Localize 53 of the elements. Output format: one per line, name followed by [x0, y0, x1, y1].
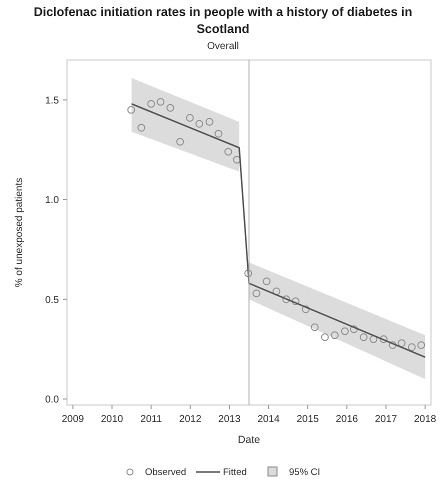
- point: [380, 335, 388, 344]
- point: [408, 343, 416, 352]
- x-axis-title: Date: [238, 434, 260, 446]
- legend-label: Fitted: [223, 467, 247, 478]
- y-tick-label: 1.0: [45, 195, 60, 206]
- point: [272, 287, 280, 296]
- x-tick-label: 2009: [62, 414, 84, 425]
- point: [244, 270, 252, 278]
- chart-subtitle: Overall: [207, 41, 239, 52]
- point: [360, 333, 368, 342]
- point: [232, 156, 241, 164]
- x-tick-label: 2012: [179, 414, 202, 425]
- point: [388, 341, 397, 350]
- point: [186, 114, 194, 122]
- point: [166, 104, 174, 112]
- point: [302, 305, 310, 314]
- x-tick-label: 2017: [374, 414, 398, 425]
- x-tick-label: 2011: [140, 414, 162, 425]
- point: [176, 138, 184, 146]
- y-tick-label: 1.5: [45, 95, 60, 106]
- point: [330, 331, 339, 340]
- legend-label: Observed: [145, 467, 186, 478]
- point: [417, 341, 426, 350]
- x-tick-label: 2010: [100, 414, 124, 425]
- point: [310, 323, 319, 332]
- point: [195, 120, 204, 128]
- x-tick-label: 2013: [218, 414, 241, 425]
- y-tick-label: 0.5: [45, 294, 60, 306]
- x-tick-label: 2018: [414, 414, 437, 425]
- point: [224, 148, 232, 156]
- x-tick-label: 2015: [296, 414, 320, 425]
- point: [341, 327, 349, 336]
- point: [147, 100, 156, 108]
- legend-label: 95% CI: [289, 467, 320, 478]
- point: [292, 297, 300, 306]
- point: [350, 325, 358, 334]
- point: [252, 289, 260, 298]
- point: [398, 339, 406, 348]
- y-tick-label: 0.0: [45, 394, 60, 406]
- y-axis-title: % of unexposed patients: [14, 178, 25, 288]
- point: [282, 295, 290, 304]
- point: [262, 277, 270, 286]
- x-tick-label: 2016: [336, 414, 358, 425]
- line-series: [130, 103, 426, 358]
- point: [370, 335, 378, 344]
- point: [127, 106, 136, 114]
- x-tick-label: 2014: [257, 414, 280, 425]
- chart-title: Diclofenac initiation rates in people with a history of diabetes in Scotland: [34, 5, 412, 36]
- point: [137, 124, 146, 132]
- point: [156, 98, 164, 106]
- point: [206, 118, 214, 126]
- point: [321, 333, 329, 342]
- point: [214, 130, 222, 138]
